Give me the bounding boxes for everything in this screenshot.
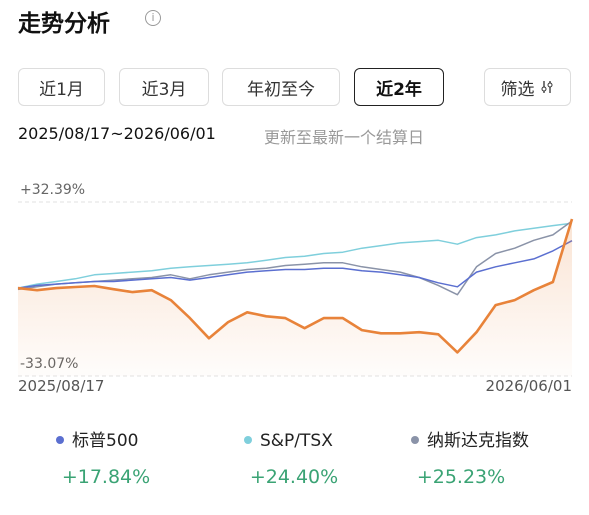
legend-label: S&P/TSX [260,431,333,451]
legend-dot [411,436,419,444]
tab[interactable]: 年初至今 [222,68,340,106]
line [17,218,574,354]
update-note: 更新至最新一个结算日 [264,128,425,147]
line [17,240,573,289]
title: 走势分析 [18,11,110,37]
line [17,222,573,289]
line [17,220,573,296]
info-icon[interactable]: i [145,10,161,26]
legend-dot [244,436,252,444]
legend-label: 纳斯达克指数 [427,431,529,451]
tab[interactable]: 近1月 [18,68,105,106]
area [18,219,572,376]
date-range: 2025/08/17~2026/06/01 [18,124,216,143]
filter-label: 筛选 [500,79,535,100]
legend-return: +25.23% [417,466,505,488]
legend-return: +24.40% [250,466,338,488]
tab[interactable]: 近2年 [354,68,444,106]
legend-label: 标普500 [72,431,138,451]
tab[interactable]: 近3月 [119,68,209,106]
x-tick-label: 2025/08/17 [18,377,104,395]
filter-button[interactable]: 筛选 [484,68,571,106]
y-tick-label: +32.39% [20,182,85,198]
filter-icon [541,81,552,93]
legend-return: +17.84% [62,466,150,488]
legend-dot [56,436,64,444]
x-tick-label: 2026/06/01 [486,377,572,395]
